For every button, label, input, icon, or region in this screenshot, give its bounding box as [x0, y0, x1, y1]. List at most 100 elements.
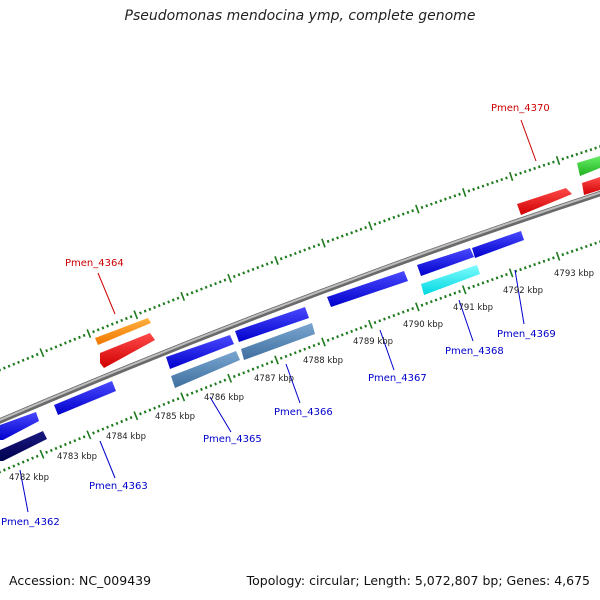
gene-pmen-4362-blue[interactable]: [0, 412, 39, 440]
gene-pmen-4367-blue[interactable]: [327, 271, 408, 307]
gene-label-pmen-4367[interactable]: Pmen_4367: [368, 373, 427, 384]
forward-ring-tick: [364, 226, 368, 230]
forward-ring-tick: [82, 333, 86, 338]
forward-ring-tick: [415, 204, 420, 214]
reverse-ring-tick: [143, 410, 147, 414]
reverse-ring-tick: [331, 336, 335, 341]
reverse-ring-tick: [354, 328, 358, 332]
gene-label-pmen-4365[interactable]: Pmen_4365: [203, 434, 262, 445]
gene-pmen-4370-red[interactable]: [517, 188, 572, 215]
reverse-ring-tick: [383, 317, 386, 321]
reverse-ring-tick: [45, 450, 49, 454]
reverse-ring-tick: [406, 308, 410, 312]
gene-pmen-4362-navy[interactable]: [0, 431, 47, 461]
forward-ring-tick: [68, 339, 72, 343]
reverse-ring-tick: [148, 408, 152, 412]
gene-pmen-4365-blue[interactable]: [166, 335, 234, 369]
reverse-ring-tick: [401, 310, 405, 314]
forward-ring-tick: [86, 329, 92, 338]
forward-ring-tick: [321, 238, 326, 248]
forward-ring-tick: [26, 356, 30, 360]
forward-ring-tick: [467, 189, 471, 193]
reverse-ring-tick: [537, 261, 541, 265]
gene-label-pmen-4362[interactable]: Pmen_4362: [1, 517, 60, 528]
forward-ring-tick: [307, 246, 311, 250]
forward-ring-tick: [566, 155, 569, 159]
forward-ring-tick: [185, 293, 189, 297]
forward-ring-tick: [448, 195, 452, 200]
gene-pmen-4365-steel[interactable]: [171, 351, 240, 388]
reverse-ring-tick: [533, 262, 536, 267]
reverse-ring-tick: [256, 365, 260, 369]
reverse-ring-tick: [481, 281, 485, 285]
forward-ring-tick: [195, 289, 199, 293]
reverse-ring-tick: [261, 363, 264, 368]
gene-pmen-4364-red[interactable]: [100, 333, 155, 368]
reverse-genes: [0, 231, 524, 461]
reverse-ring-tick: [542, 259, 546, 263]
reverse-ring-tick: [171, 399, 175, 403]
reverse-ring-tick: [59, 444, 63, 449]
connector-pmen-4364: [97, 272, 116, 315]
gene-pmen-4368-cyan[interactable]: [421, 265, 480, 295]
reverse-ring-tick: [490, 278, 494, 282]
forward-ring-tick: [354, 229, 358, 233]
forward-ring-tick: [537, 165, 541, 169]
reverse-ring-tick: [580, 246, 583, 250]
reverse-ring-tick: [251, 367, 255, 371]
reverse-ring-tick: [223, 378, 227, 382]
reverse-ring-tick: [101, 427, 105, 431]
forward-ring-tick: [472, 187, 475, 191]
reverse-ring-tick: [26, 458, 30, 462]
forward-ring-tick: [133, 310, 139, 320]
gene-pmen-4369-blue[interactable]: [472, 231, 524, 258]
reverse-ring-tick: [321, 337, 326, 347]
gene-pmen-4368-blue[interactable]: [417, 248, 474, 276]
forward-ring-tick: [265, 262, 269, 266]
gene-pmen-4364-orange[interactable]: [95, 318, 151, 345]
reverse-ring-tick: [214, 382, 217, 386]
forward-ring-tick: [368, 221, 373, 231]
forward-ring-tick: [476, 186, 480, 190]
forward-ring-tick: [223, 278, 227, 282]
kbp-label-4788: 4788 kbp: [303, 356, 343, 366]
forward-ring-tick: [96, 328, 100, 332]
gene-label-pmen-4368[interactable]: Pmen_4368: [445, 346, 504, 357]
gene-label-pmen-4370[interactable]: Pmen_4370: [491, 103, 550, 114]
forward-ring-tick: [204, 285, 208, 289]
forward-ring-tick: [326, 239, 330, 243]
reverse-ring-tick: [453, 291, 457, 295]
reverse-ring-tick: [350, 329, 354, 333]
forward-ring-tick: [434, 200, 438, 205]
reverse-ring-tick: [293, 351, 297, 355]
gene-pmen-4366-steel[interactable]: [241, 323, 315, 360]
gene-label-pmen-4363[interactable]: Pmen_4363: [89, 481, 148, 492]
forward-ring-tick: [21, 358, 25, 362]
reverse-ring-tick: [420, 303, 424, 307]
gene-pmen-4370-green[interactable]: [577, 156, 600, 176]
reverse-ring-tick: [284, 354, 288, 358]
reverse-ring-tick: [547, 258, 551, 262]
reverse-ring-tick: [274, 355, 279, 365]
accession-text: Accession: NC_009439: [9, 573, 152, 588]
forward-ring-tick: [411, 209, 415, 213]
forward-ring-tick: [508, 171, 514, 181]
reverse-ring-tick: [589, 243, 593, 247]
gene-pmen-4370b-red[interactable]: [582, 177, 600, 195]
reverse-ring-tick: [2, 468, 6, 472]
forward-ring-tick: [279, 257, 283, 261]
gene-pmen-4363-blue[interactable]: [54, 381, 116, 415]
forward-ring-tick: [153, 305, 156, 309]
reverse-ring-tick: [312, 344, 316, 348]
gene-label-pmen-4369[interactable]: Pmen_4369: [497, 329, 556, 340]
forward-ring-tick: [462, 188, 467, 198]
forward-ring-tick: [45, 349, 49, 353]
gene-pmen-4366-blue[interactable]: [235, 307, 309, 342]
reverse-ring-tick: [317, 342, 321, 346]
reverse-ring-tick: [392, 313, 396, 318]
reverse-ring-tick: [444, 294, 447, 299]
gene-label-pmen-4364[interactable]: Pmen_4364: [65, 258, 124, 269]
gene-label-pmen-4366[interactable]: Pmen_4366: [274, 407, 333, 418]
connector-pmen-4370: [520, 119, 537, 162]
